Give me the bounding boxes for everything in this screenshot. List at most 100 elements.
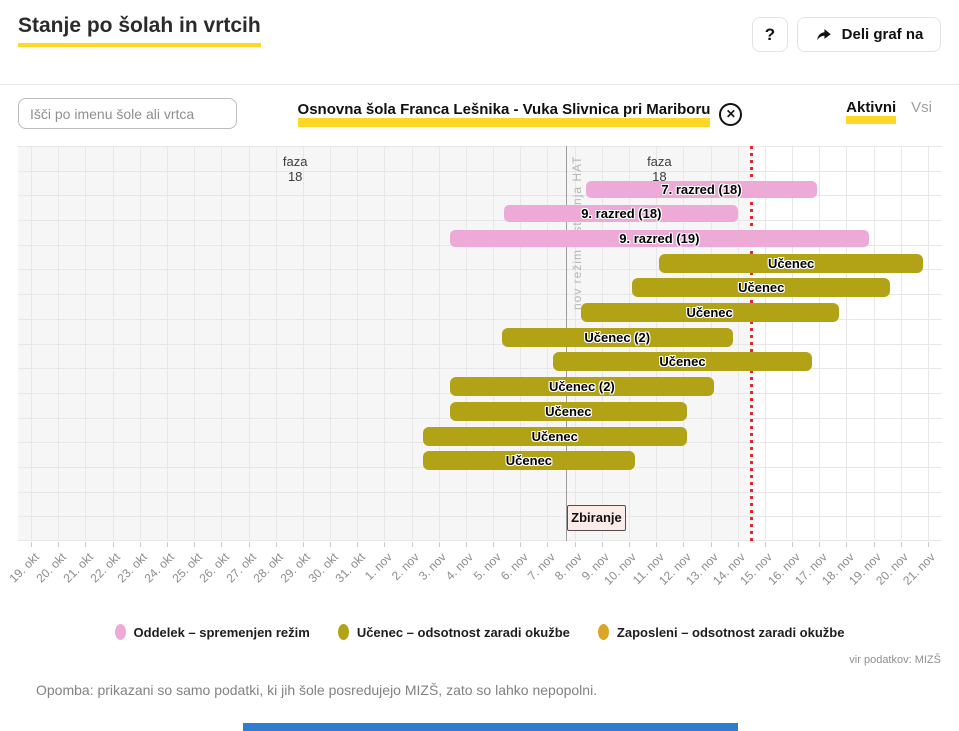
- bar-label: Učenec: [505, 453, 553, 469]
- legend-item: Zaposleni – odsotnost zaradi okužbe: [597, 624, 845, 640]
- axis-tick: [330, 542, 332, 547]
- axis-tick: [819, 542, 821, 547]
- axis-tick: [710, 542, 712, 547]
- axis-tick: [221, 542, 223, 547]
- legend-dot-icon: [597, 624, 609, 640]
- gridline-horizontal: [18, 170, 942, 172]
- close-icon[interactable]: ✕: [719, 102, 743, 126]
- gantt-bar[interactable]: Učenec (2): [501, 327, 733, 347]
- axis-tick: [764, 542, 766, 547]
- help-button[interactable]: ?: [752, 17, 788, 52]
- bar-label: Učenec: [545, 403, 592, 419]
- axis-tick: [927, 542, 929, 547]
- gridline-horizontal: [18, 220, 942, 222]
- share-button[interactable]: Deli graf na: [797, 17, 941, 52]
- share-button-label: Deli graf na: [841, 26, 924, 43]
- legend-dot-icon: [337, 624, 349, 640]
- gantt-bar[interactable]: 7. razred (18): [585, 180, 817, 198]
- axis-tick: [601, 542, 603, 547]
- axis-tick: [357, 542, 359, 547]
- page-title: Stanje po šolah in vrtcih: [18, 13, 261, 48]
- gridline-horizontal: [18, 368, 942, 370]
- gridline-horizontal: [18, 294, 942, 296]
- gridline-horizontal: [18, 540, 942, 541]
- axis-tick: [166, 542, 168, 547]
- legend-label: Zaposleni – odsotnost zaradi okužbe: [616, 624, 845, 640]
- legend: Oddelek – spremenjen režim Učenec – odsot…: [0, 624, 959, 640]
- selected-school: Osnovna šola Franca Lešnika - Vuka Slivn…: [245, 96, 795, 132]
- footer-note: Opomba: prikazani so samo podatki, ki ji…: [36, 682, 598, 698]
- gridline-horizontal: [18, 146, 942, 147]
- axis-tick: [411, 542, 413, 547]
- selected-school-label: Osnovna šola Franca Lešnika - Vuka Slivn…: [297, 101, 711, 127]
- share-icon: [815, 26, 833, 44]
- gantt-bar[interactable]: Učenec (2): [450, 377, 714, 397]
- tab-aktivni[interactable]: Aktivni: [846, 100, 897, 124]
- axis-tick: [628, 542, 630, 547]
- axis-tick: [520, 542, 522, 547]
- gantt-bar[interactable]: Učenec: [659, 253, 923, 273]
- legend-label: Oddelek – spremenjen režim: [133, 624, 310, 640]
- bar-label: 9. razred (19): [619, 230, 700, 246]
- header-divider: [0, 84, 959, 85]
- axis-tick: [683, 542, 685, 547]
- bar-label: 9. razred (18): [581, 206, 662, 222]
- tab-vsi[interactable]: Vsi: [911, 99, 932, 116]
- legend-item: Oddelek – spremenjen režim: [114, 624, 310, 640]
- gridline-horizontal: [18, 491, 942, 493]
- phase-label: faza 18: [647, 154, 672, 184]
- axis-tick: [85, 542, 87, 547]
- collection-box: Zbiranje: [566, 504, 626, 531]
- axis-tick: [873, 542, 875, 547]
- gantt-bar[interactable]: Učenec: [632, 278, 891, 298]
- axis-tick: [302, 542, 304, 547]
- filter-tabs: Aktivni Vsi: [846, 100, 932, 124]
- bar-label: Učenec: [768, 255, 815, 271]
- gridline-horizontal: [18, 343, 942, 345]
- bar-label: 7. razred (18): [661, 181, 742, 197]
- axis-tick: [438, 542, 440, 547]
- bar-label: Učenec: [531, 428, 578, 444]
- axis-tick: [656, 542, 658, 547]
- axis-tick: [900, 542, 902, 547]
- axis-tick: [275, 542, 277, 547]
- gridline-horizontal: [18, 516, 942, 518]
- axis-tick: [846, 542, 848, 547]
- axis-tick: [574, 542, 576, 547]
- axis-tick: [465, 542, 467, 547]
- gantt-bar[interactable]: Učenec: [580, 303, 839, 322]
- gantt-bar[interactable]: 9. razred (19): [450, 229, 869, 247]
- axis-tick: [547, 542, 549, 547]
- bar-label: Učenec: [686, 305, 733, 320]
- data-source: vir podatkov: MIZŠ: [849, 654, 941, 666]
- bar-label: Učenec: [659, 354, 706, 370]
- gantt-bar[interactable]: Učenec: [553, 352, 812, 372]
- legend-item: Učenec – odsotnost zaradi okužbe: [337, 624, 570, 640]
- today-line: [750, 146, 754, 541]
- axis-tick: [737, 542, 739, 547]
- gridline-horizontal: [18, 318, 942, 320]
- gantt-bar[interactable]: Učenec: [422, 426, 687, 446]
- axis-tick: [493, 542, 495, 547]
- axis-tick: [384, 542, 386, 547]
- gantt-bar[interactable]: Učenec: [422, 451, 635, 471]
- bar-label: Učenec (2): [584, 329, 651, 345]
- axis-tick: [58, 542, 60, 547]
- gridline-horizontal: [18, 195, 942, 197]
- gantt-bar[interactable]: 9. razred (18): [504, 205, 739, 223]
- axis-tick: [31, 542, 33, 547]
- axis-tick: [139, 542, 141, 547]
- phase-label: faza 18: [282, 154, 308, 184]
- axis-tick: [194, 542, 196, 547]
- axis-tick: [792, 542, 794, 547]
- gantt-bar[interactable]: Učenec: [450, 401, 687, 421]
- axis-tick: [112, 542, 114, 547]
- footer-bar: [243, 723, 738, 731]
- gridline-horizontal: [18, 269, 942, 271]
- axis-tick: [248, 542, 250, 547]
- search-input[interactable]: [18, 98, 237, 129]
- bar-label: Učenec (2): [549, 379, 615, 395]
